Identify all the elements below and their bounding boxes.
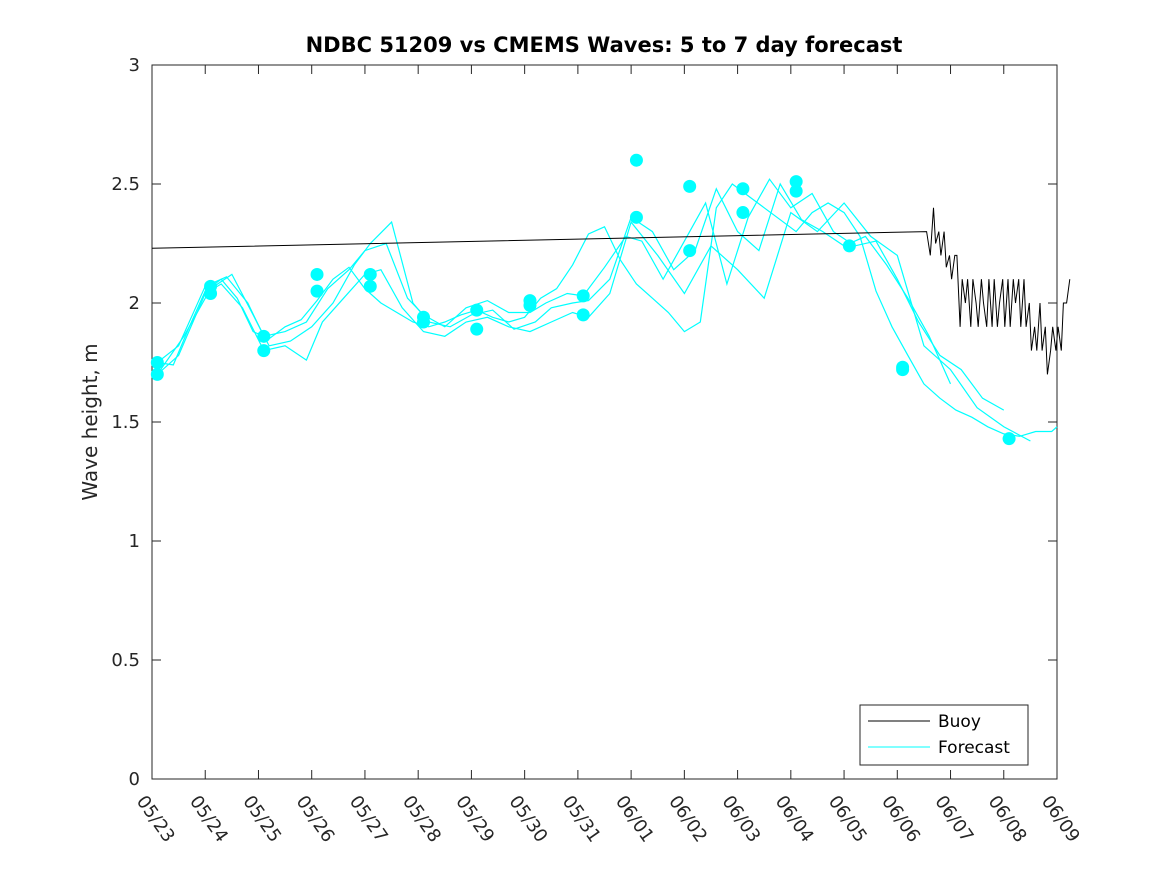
x-tick-label: 06/05 (824, 792, 871, 847)
legend-box (859, 704, 1029, 766)
forecast-marker (523, 298, 537, 312)
forecast-marker (470, 322, 484, 336)
series-layer (151, 178, 1071, 442)
chart-title: NDBC 51209 vs CMEMS Waves: 5 to 7 day fo… (306, 33, 903, 57)
forecast-marker (736, 206, 750, 220)
forecast-marker (363, 267, 377, 281)
forecast-marker (470, 303, 484, 317)
x-tick-label: 06/09 (1037, 792, 1084, 847)
forecast-marker (150, 367, 164, 381)
plot-area (151, 64, 1058, 780)
forecast-marker (576, 308, 590, 322)
forecast-marker (257, 329, 271, 343)
forecast-marker (310, 267, 324, 281)
forecast-marker (576, 289, 590, 303)
x-tick-label: 05/30 (505, 792, 552, 847)
forecast-series-line (156, 178, 1005, 411)
forecast-marker (683, 179, 697, 193)
forecast-marker (629, 210, 643, 224)
forecast-series-line (156, 202, 1031, 442)
y-tick-label: 1.5 (111, 412, 140, 433)
x-tick-label: 05/25 (238, 792, 285, 847)
legend-buoy-label: Buoy (938, 712, 981, 732)
x-tick-label: 05/29 (451, 792, 498, 847)
x-tick-label: 05/27 (345, 792, 392, 847)
x-tick-label: 05/26 (292, 792, 339, 847)
legend-forecast-label: Forecast (938, 738, 1010, 758)
forecast-marker (736, 182, 750, 196)
forecast-marker (842, 239, 856, 253)
x-tick-label: 06/01 (611, 792, 658, 847)
x-tick-label: 06/07 (930, 792, 977, 847)
forecast-marker (789, 175, 803, 189)
forecast-marker (683, 244, 697, 258)
forecast-marker (363, 279, 377, 293)
legend: Buoy Forecast (859, 704, 1029, 766)
x-tick-label: 05/28 (398, 792, 445, 847)
x-tick-label: 05/23 (132, 792, 179, 847)
forecast-marker (896, 363, 910, 377)
forecast-marker (150, 356, 164, 369)
forecast-marker (310, 284, 324, 298)
y-tick-label: 2.5 (111, 174, 140, 195)
buoy-series-line (151, 207, 1071, 375)
forecast-marker (1002, 432, 1016, 446)
y-tick-label: 0.5 (111, 650, 140, 671)
x-tick-label: 05/24 (185, 792, 232, 847)
x-tick-label: 06/04 (771, 792, 818, 847)
forecast-marker (257, 344, 271, 358)
x-tick-label: 05/31 (558, 792, 605, 847)
forecast-marker (629, 153, 643, 167)
x-tick-label: 06/03 (717, 792, 764, 847)
y-tick-label: 0 (129, 769, 140, 790)
x-tick-label: 06/02 (664, 792, 711, 847)
forecast-marker (789, 184, 803, 198)
forecast-marker (204, 286, 218, 300)
y-tick-label: 2 (129, 293, 140, 314)
forecast-series-line (157, 183, 1058, 437)
x-tick-label: 06/06 (877, 792, 924, 847)
forecast-marker (417, 315, 430, 329)
y-axis-label: Wave height, m (78, 343, 102, 500)
forecast-series-line (156, 182, 952, 385)
forecast-markers (150, 153, 1016, 446)
x-tick-label: 06/08 (984, 792, 1031, 847)
y-tick-label: 1 (129, 531, 140, 552)
y-tick-label: 3 (129, 55, 140, 76)
